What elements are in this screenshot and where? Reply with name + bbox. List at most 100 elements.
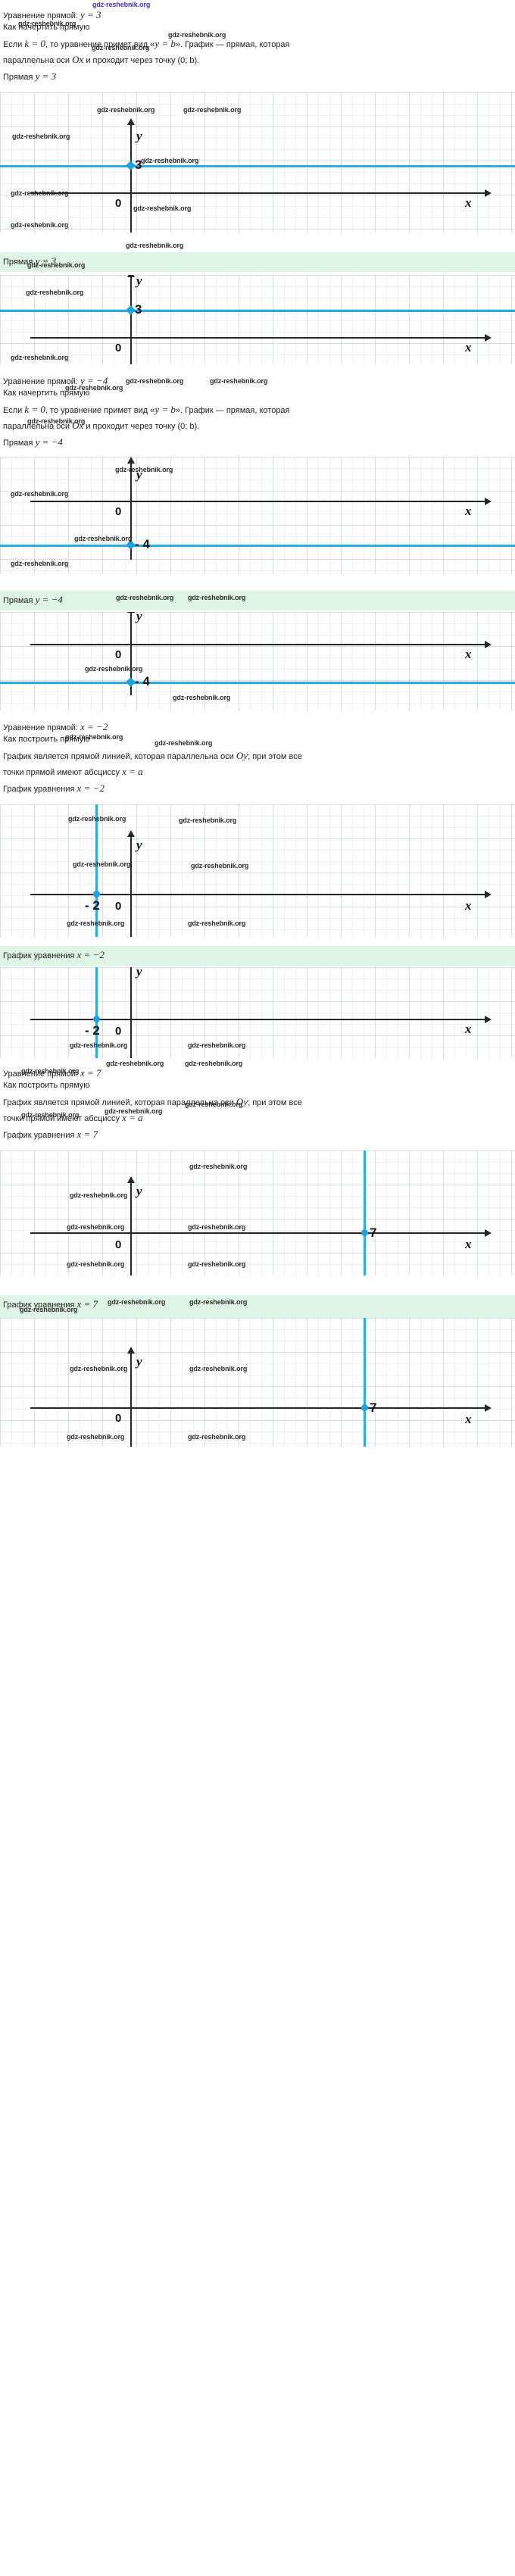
band-graph-x7: График уравнения x = 7 gdz-reshebnik.org… [0, 1295, 515, 1318]
para-c: ». График — прямая, которая [175, 40, 290, 49]
intercept-label-3: 3 [135, 158, 142, 172]
straight-value-ym4: y = −4 [35, 436, 63, 448]
x-axis [30, 894, 485, 895]
intercept-label-7: 7 [370, 1226, 377, 1240]
eq-prefix: Уравнение прямой: [3, 1069, 78, 1079]
x-axis [30, 644, 485, 645]
para-x-b: ; при этом все [248, 752, 302, 761]
x-axis-arrow-icon [485, 641, 492, 648]
watermark: gdz-reshebnik.org [185, 1060, 243, 1067]
grid-background [0, 1151, 515, 1276]
plot-x-7-repeat: y x 7 0 gdz-reshebnik.org gdz-reshebnik.… [0, 1318, 515, 1447]
graph-value-x7: x = 7 [76, 1298, 98, 1310]
eq-value-xm2: x = −2 [80, 721, 108, 732]
band-caption-x7: График уравнения x = 7 [3, 1298, 512, 1311]
x-axis-label: x [465, 195, 472, 210]
graph-of-label: График уравнения [3, 1300, 75, 1310]
x-axis [30, 192, 485, 194]
graph-value-xm2: x = −2 [76, 949, 105, 960]
para-x-line1: График является прямой линией, которая п… [3, 1096, 512, 1109]
caption-graph-x7: График уравнения x = 7 [3, 1129, 512, 1141]
para-x-b: ; при этом все [248, 1098, 302, 1107]
y-axis-label: y [136, 967, 142, 979]
x-axis-label: x [465, 1412, 472, 1426]
x-axis-label: x [465, 340, 472, 354]
y-axis-label: y [136, 838, 142, 852]
para-c: ». График — прямая, которая [175, 406, 290, 415]
function-line-horizontal [0, 545, 515, 547]
eq-value-ym4: y = −4 [80, 375, 108, 386]
eq-prefix: Уравнение прямой: [3, 11, 78, 20]
para-b: , то уравнение примет вид « [45, 40, 155, 49]
x-axis-arrow-icon [485, 498, 492, 505]
para-e: и проходит через точку (0; b). [86, 422, 200, 431]
function-line-vertical [95, 967, 98, 1058]
plot-y-3-repeat: y x 3 0 gdz-reshebnik.org gdz-reshebnik.… [0, 275, 515, 364]
para-x-line2: точки прямой имеют абсциссу x = a [3, 1112, 512, 1125]
origin-label: 0 [115, 900, 122, 913]
origin-label: 0 [115, 1025, 122, 1038]
intercept-point [361, 1404, 368, 1411]
section-text-ym4: Уравнение прямой: y = −4 Как начертить п… [0, 364, 515, 449]
para-x-a: График является прямой линией, которая п… [3, 1098, 234, 1107]
y-axis-label: y [136, 129, 142, 143]
y-axis-label: y [136, 612, 142, 623]
y-axis-label: y [136, 1354, 142, 1369]
x-axis-arrow-icon [485, 1404, 492, 1412]
subheading-how-draw: Как начертить прямую [3, 389, 90, 398]
x-axis [30, 1019, 485, 1020]
x-axis-label: x [465, 1022, 472, 1036]
straight-label: Прямая [3, 73, 33, 82]
oy-math: Oy [236, 1096, 248, 1107]
subheading-how-build: Как построить прямую [3, 1081, 90, 1090]
intercept-label-m4: - 4 [135, 674, 150, 688]
y-axis [130, 1182, 132, 1276]
intercept-label-m2: - 2 [85, 1023, 100, 1038]
graph-of-label: График уравнения [3, 951, 75, 960]
heading-equation-ym4: Уравнение прямой: y = −4 [3, 375, 512, 388]
intercept-label-7: 7 [370, 1400, 377, 1415]
subheading-how-draw: Как начертить прямую [3, 23, 90, 32]
eq-value-x7: x = 7 [80, 1067, 101, 1079]
section-text-x7: Уравнение прямой: x = 7 Как построить пр… [0, 1058, 515, 1141]
document-page: gdz-reshebnik.org Уравнение прямой: y = … [0, 1, 515, 1447]
band-caption-ym4: Прямая y = −4 [3, 594, 512, 607]
straight-label: Прямая [3, 439, 33, 448]
xa-math: x = a [122, 766, 143, 777]
grid-background [0, 457, 515, 574]
plot-y-m4-repeat: y x - 4 0 gdz-reshebnik.org gdz-reshebni… [0, 612, 515, 710]
para-b: , то уравнение примет вид « [45, 406, 155, 415]
y-axis [130, 275, 132, 364]
graph-of-label: График уравнения [3, 785, 75, 794]
x-axis-label: x [465, 647, 472, 661]
origin-label: 0 [115, 197, 122, 210]
para-d: параллельна оси [3, 56, 70, 65]
origin-label: 0 [115, 1238, 122, 1251]
plot-x-m2: y x - 2 0 gdz-reshebnik.org gdz-reshebni… [0, 804, 515, 937]
para-x-line1: График является прямой линией, которая п… [3, 750, 512, 763]
intercept-point [361, 1229, 368, 1236]
grid-background [0, 612, 515, 710]
para-a: Если [3, 40, 23, 49]
straight-label: Прямая [3, 258, 33, 267]
subheading-how-build: Как построить прямую [3, 735, 90, 744]
function-line-vertical [364, 1151, 366, 1276]
straight-label: Прямая [3, 596, 33, 605]
heading-equation-x7: Уравнение прямой: x = 7 [3, 1067, 512, 1080]
y-axis-arrow-icon [127, 830, 135, 837]
plot-y-m4: y x - 4 0 gdz-reshebnik.org gdz-reshebni… [0, 457, 515, 574]
caption-straight-y3: Прямая y = 3 [3, 70, 512, 83]
grid-background [0, 92, 515, 233]
origin-label: 0 [115, 505, 122, 518]
eq-value-y3: y = 3 [80, 9, 101, 20]
y-axis [130, 124, 132, 233]
y-axis-label: y [136, 467, 142, 482]
function-line-horizontal [0, 165, 515, 167]
straight-value-ym4: y = −4 [35, 594, 63, 605]
intercept-point [93, 1016, 100, 1023]
para-x-c: точки прямой имеют абсциссу [3, 768, 120, 777]
eq-prefix: Уравнение прямой: [3, 377, 78, 386]
intercept-label-m4: - 4 [135, 537, 150, 551]
band-straight-y3: Прямая y = 3 gdz-reshebnik.org gdz-reshe… [0, 242, 515, 272]
graph-value-x7: x = 7 [76, 1129, 98, 1140]
